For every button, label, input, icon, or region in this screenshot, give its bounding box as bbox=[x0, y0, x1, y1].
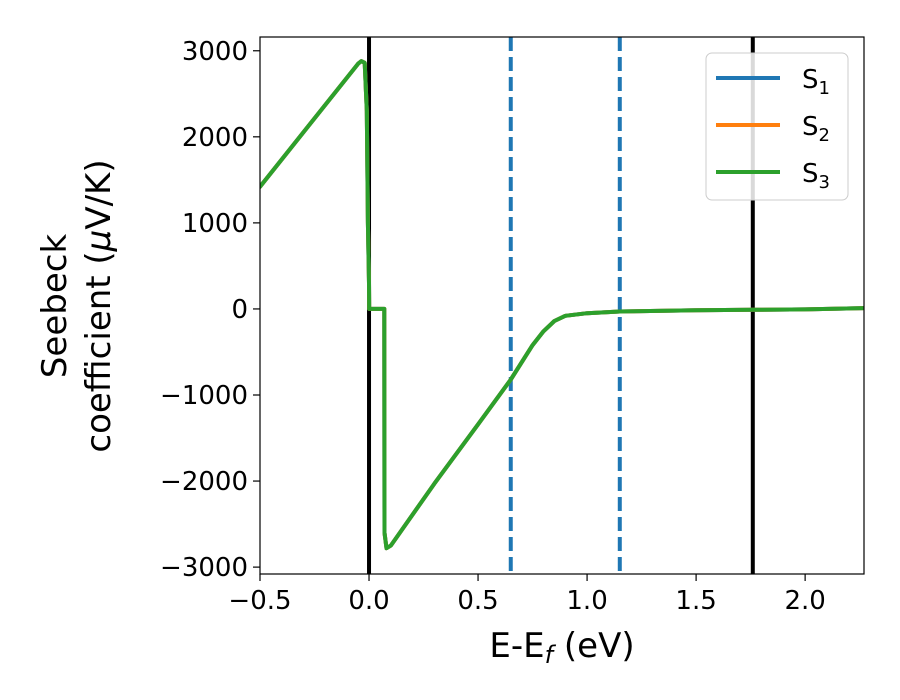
x-axis-ticks: −0.5 0.0 0.5 1.0 1.5 2.0 bbox=[228, 574, 826, 616]
y-tick-label: −1000 bbox=[160, 381, 248, 411]
x-tick-label: 1.5 bbox=[675, 586, 716, 616]
x-tick-label: 1.0 bbox=[566, 586, 607, 616]
y-axis-title-line1: Seebeck bbox=[35, 234, 75, 379]
series-layer bbox=[260, 59, 864, 551]
legend-label-s3: S3 bbox=[802, 159, 830, 193]
y-tick-label: 2000 bbox=[182, 123, 248, 153]
y-tick-label: −3000 bbox=[160, 553, 248, 583]
plot-frame bbox=[259, 36, 865, 575]
y-axis-title-line2: coefficient (μV/K) bbox=[79, 159, 119, 452]
x-axis-title: E-Ef (eV) bbox=[489, 626, 634, 669]
legend: S1 S2 S3 bbox=[705, 52, 849, 201]
y-tick-label: 3000 bbox=[182, 37, 248, 67]
y-axis-ticks: −3000 −2000 −1000 0 1000 2000 3000 bbox=[160, 37, 260, 583]
series-line-s3 bbox=[260, 59, 864, 551]
y-tick-label: 0 bbox=[231, 295, 248, 325]
y-tick-label: −2000 bbox=[160, 467, 248, 497]
x-tick-label: 2.0 bbox=[784, 586, 825, 616]
x-tick-label: −0.5 bbox=[228, 586, 291, 616]
y-tick-label: 1000 bbox=[182, 209, 248, 239]
x-tick-label: 0.5 bbox=[457, 586, 498, 616]
legend-label-s1: S1 bbox=[802, 65, 830, 99]
x-tick-label: 0.0 bbox=[348, 586, 389, 616]
legend-label-s2: S2 bbox=[802, 112, 830, 146]
